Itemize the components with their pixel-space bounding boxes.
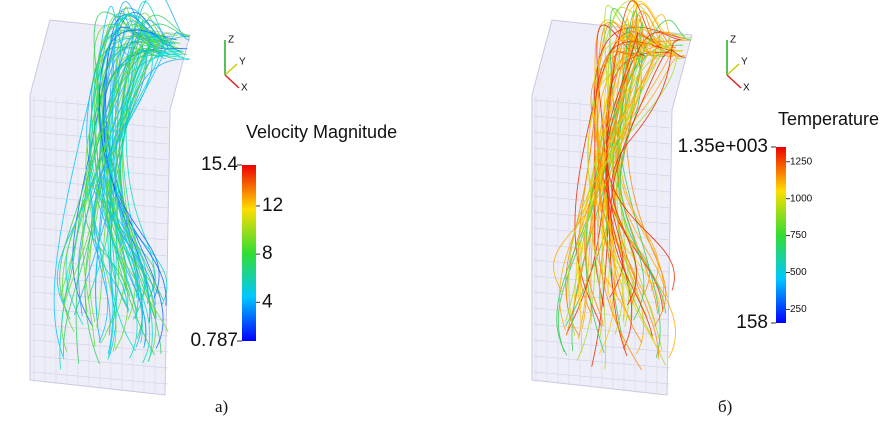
streamline bbox=[559, 32, 686, 331]
streamline bbox=[88, 14, 172, 313]
tick-label: 500 bbox=[790, 267, 807, 278]
streamline bbox=[101, 10, 157, 319]
streamline bbox=[592, 14, 680, 322]
axis-y bbox=[726, 63, 740, 76]
streamline bbox=[556, 10, 638, 356]
streamline bbox=[579, 55, 642, 353]
axis-x bbox=[726, 74, 742, 89]
axis-label: X bbox=[241, 83, 248, 94]
colorbar bbox=[776, 147, 786, 323]
streamline bbox=[598, 10, 661, 305]
panel: ZY X Temperature 1.35e+003 158 1250 1000 750 500… bbox=[531, 0, 879, 416]
streamline bbox=[112, 13, 168, 292]
streamline bbox=[605, 32, 675, 291]
streamline bbox=[121, 12, 172, 320]
tick-label: 750 bbox=[790, 230, 807, 241]
streamline bbox=[61, 35, 161, 352]
streamline bbox=[590, 37, 691, 338]
streamline bbox=[571, 22, 646, 352]
streamline bbox=[568, 57, 685, 337]
streamline bbox=[91, 32, 188, 310]
colorbar-title: Velocity Magnitude bbox=[246, 122, 397, 142]
streamline bbox=[105, 33, 178, 333]
streamline bbox=[84, 48, 164, 297]
end-label: 1.35e+003 bbox=[678, 136, 768, 157]
streamline bbox=[99, 29, 177, 299]
tick-label: 4 bbox=[262, 291, 273, 312]
streamline bbox=[596, 50, 676, 358]
streamline bbox=[625, 3, 677, 327]
tick-label: 1000 bbox=[790, 193, 813, 204]
streamline bbox=[565, 39, 651, 336]
tick-label: 12 bbox=[262, 195, 283, 216]
caption: а) bbox=[215, 397, 228, 416]
streamline bbox=[597, 41, 643, 371]
colorbar-title: Temperature bbox=[778, 109, 879, 129]
axis-label: Y bbox=[239, 57, 246, 68]
streamline bbox=[61, 39, 157, 332]
streamline bbox=[553, 21, 644, 293]
streamline bbox=[109, 20, 166, 315]
streamline bbox=[101, 13, 167, 351]
streamline bbox=[65, 30, 160, 326]
axis-label: Z bbox=[730, 35, 736, 46]
end-label: 15.4 bbox=[201, 154, 238, 175]
tick-label: 8 bbox=[262, 243, 273, 264]
axis-label: X bbox=[743, 83, 750, 94]
streamline bbox=[605, 31, 681, 349]
tick-label: 250 bbox=[790, 304, 807, 315]
streamline bbox=[597, 50, 639, 297]
streamline bbox=[107, 50, 160, 355]
streamline bbox=[115, 45, 173, 340]
streamline bbox=[59, 41, 147, 320]
streamline bbox=[564, 33, 686, 323]
streamline bbox=[109, 36, 168, 364]
streamline bbox=[610, 49, 686, 337]
streamline bbox=[96, 23, 181, 327]
streamline bbox=[99, 28, 163, 305]
caption: б) bbox=[718, 397, 732, 416]
streamline bbox=[119, 50, 165, 318]
axis-y bbox=[224, 63, 238, 76]
streamline bbox=[619, 55, 645, 321]
streamline bbox=[93, 41, 147, 336]
streamline bbox=[125, 1, 176, 297]
end-label: 0.787 bbox=[190, 330, 238, 351]
streamline bbox=[590, 17, 640, 324]
axis-label: Y bbox=[741, 57, 748, 68]
colorbar bbox=[242, 165, 256, 341]
tick-label: 1250 bbox=[790, 156, 813, 167]
streamline bbox=[619, 40, 680, 328]
streamline bbox=[606, 0, 661, 298]
streamline bbox=[107, 51, 184, 360]
streamline bbox=[618, 12, 668, 292]
streamline bbox=[611, 39, 681, 306]
end-label: 158 bbox=[736, 312, 768, 333]
axis-label: Z bbox=[228, 35, 234, 46]
streamline bbox=[94, 37, 131, 316]
axis-x bbox=[224, 74, 240, 89]
panel: ZY X Velocity Magnitude 15.4 0.787 12 8 4 а) bbox=[29, 0, 397, 416]
streamline bbox=[110, 35, 160, 295]
